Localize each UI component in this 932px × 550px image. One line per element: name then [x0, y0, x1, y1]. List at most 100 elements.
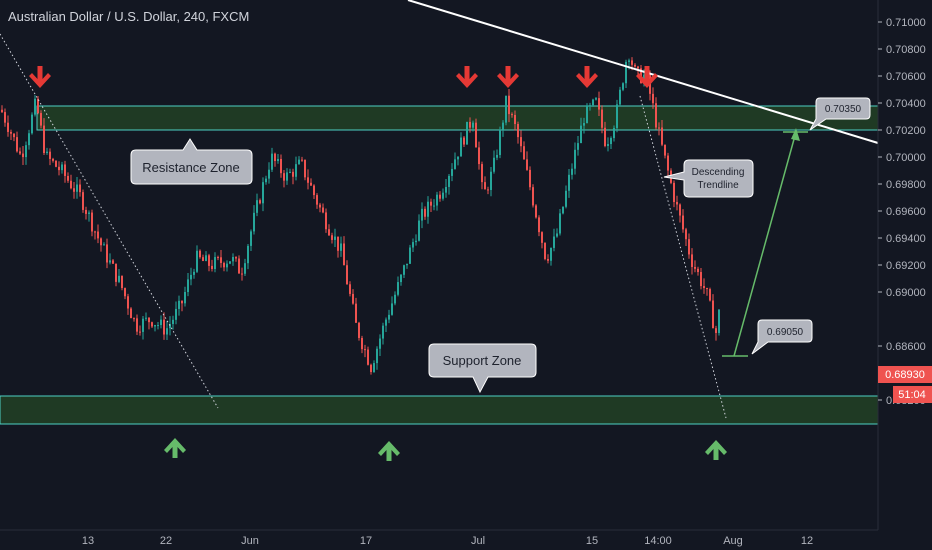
- down-arrow-icon: [497, 66, 519, 88]
- candle-body: [229, 261, 231, 264]
- descending-trendline[interactable]: [407, 0, 879, 144]
- candle-body: [40, 113, 42, 126]
- candle-body: [571, 168, 573, 175]
- candle-body: [352, 293, 354, 304]
- candle-body: [238, 258, 240, 274]
- down-arrow-icon: [29, 66, 51, 88]
- candle-body: [691, 254, 693, 267]
- candle-body: [664, 144, 666, 156]
- candle-body: [25, 145, 27, 158]
- y-tick-label: 0.71000: [886, 17, 926, 29]
- candle-body: [388, 314, 390, 320]
- candle-body: [334, 236, 336, 240]
- projection-arrowhead-icon: [791, 128, 800, 141]
- candle-body: [250, 231, 252, 246]
- candle-body: [442, 192, 444, 199]
- candle-body: [214, 257, 216, 269]
- candle-body: [385, 319, 387, 326]
- candle-body: [547, 258, 549, 261]
- candle-body: [283, 173, 285, 181]
- candle-body: [340, 243, 342, 251]
- price-axis[interactable]: [878, 0, 932, 530]
- candle-body: [130, 308, 132, 319]
- target-callout[interactable]: 0.70350: [809, 97, 871, 131]
- candle-body: [28, 133, 30, 146]
- candle-body: [538, 217, 540, 233]
- candle-body: [232, 257, 234, 262]
- candle-body: [568, 174, 570, 191]
- candle-body: [106, 244, 108, 263]
- trendline-callout[interactable]: Descending Trendline: [663, 159, 754, 198]
- candle-body: [712, 300, 714, 329]
- candle-body: [610, 138, 612, 145]
- candle-body: [367, 349, 369, 365]
- candle-body: [460, 137, 462, 157]
- y-tick-label: 0.70200: [886, 125, 926, 137]
- candle-body: [289, 171, 291, 173]
- candle-body: [358, 322, 360, 338]
- time-axis[interactable]: [0, 530, 932, 550]
- candle-body: [619, 89, 621, 105]
- candle-body: [370, 364, 372, 373]
- candle-body: [262, 182, 264, 204]
- candle-body: [355, 303, 357, 323]
- projection-line[interactable]: [733, 131, 797, 357]
- candle-body: [31, 114, 33, 134]
- up-arrow-icon: [705, 440, 727, 460]
- y-tick-label: 0.69000: [886, 287, 926, 299]
- candle-body: [34, 98, 36, 115]
- candle-body: [373, 363, 375, 373]
- candle-body: [613, 128, 615, 139]
- x-tick-label: 22: [160, 535, 172, 547]
- candle-body: [448, 175, 450, 187]
- candle-body: [19, 151, 21, 154]
- candle-body: [682, 215, 684, 230]
- candle-body: [196, 250, 198, 272]
- resistance-zone-callout[interactable]: Resistance Zone: [130, 138, 253, 185]
- candle-body: [529, 169, 531, 188]
- candle-body: [37, 98, 39, 114]
- candle-body: [532, 187, 534, 206]
- candle-body: [697, 268, 699, 273]
- candle-body: [364, 349, 366, 351]
- candle-body: [328, 229, 330, 236]
- candle-body: [304, 159, 306, 178]
- candle-body: [694, 266, 696, 269]
- candle-body: [91, 212, 93, 232]
- x-tick-label: 15: [586, 535, 598, 547]
- candle-body: [211, 265, 213, 269]
- candle-body: [709, 289, 711, 301]
- candle-body: [409, 247, 411, 264]
- candle-body: [172, 319, 174, 324]
- candle-body: [397, 282, 399, 295]
- candle-body: [382, 325, 384, 339]
- candle-body: [280, 158, 282, 174]
- candle-body: [127, 296, 129, 309]
- candle-body: [295, 164, 297, 177]
- support-zone-callout[interactable]: Support Zone: [428, 343, 537, 394]
- y-tick-label: 0.70800: [886, 44, 926, 56]
- candle-body: [133, 318, 135, 320]
- candle-body: [97, 231, 99, 239]
- y-tick-label: 0.69600: [886, 206, 926, 218]
- entry-callout[interactable]: 0.69050: [751, 319, 813, 355]
- candle-body: [4, 112, 6, 123]
- candle-body: [565, 190, 567, 207]
- candle-body: [10, 131, 12, 134]
- candle-body: [667, 155, 669, 171]
- candle-body: [586, 105, 588, 124]
- candle-body: [181, 300, 183, 304]
- candle-body: [478, 147, 480, 165]
- candle-body: [82, 192, 84, 210]
- candle-body: [463, 137, 465, 145]
- current-price-badge: 0.68930 51:04: [878, 366, 932, 403]
- candle-body: [517, 123, 519, 138]
- candle-body: [679, 204, 681, 216]
- candle-body: [403, 265, 405, 275]
- candle-body: [199, 250, 201, 258]
- candle-body: [496, 154, 498, 158]
- candle-body: [391, 303, 393, 315]
- candle-body: [169, 323, 171, 329]
- candle-body: [157, 325, 159, 327]
